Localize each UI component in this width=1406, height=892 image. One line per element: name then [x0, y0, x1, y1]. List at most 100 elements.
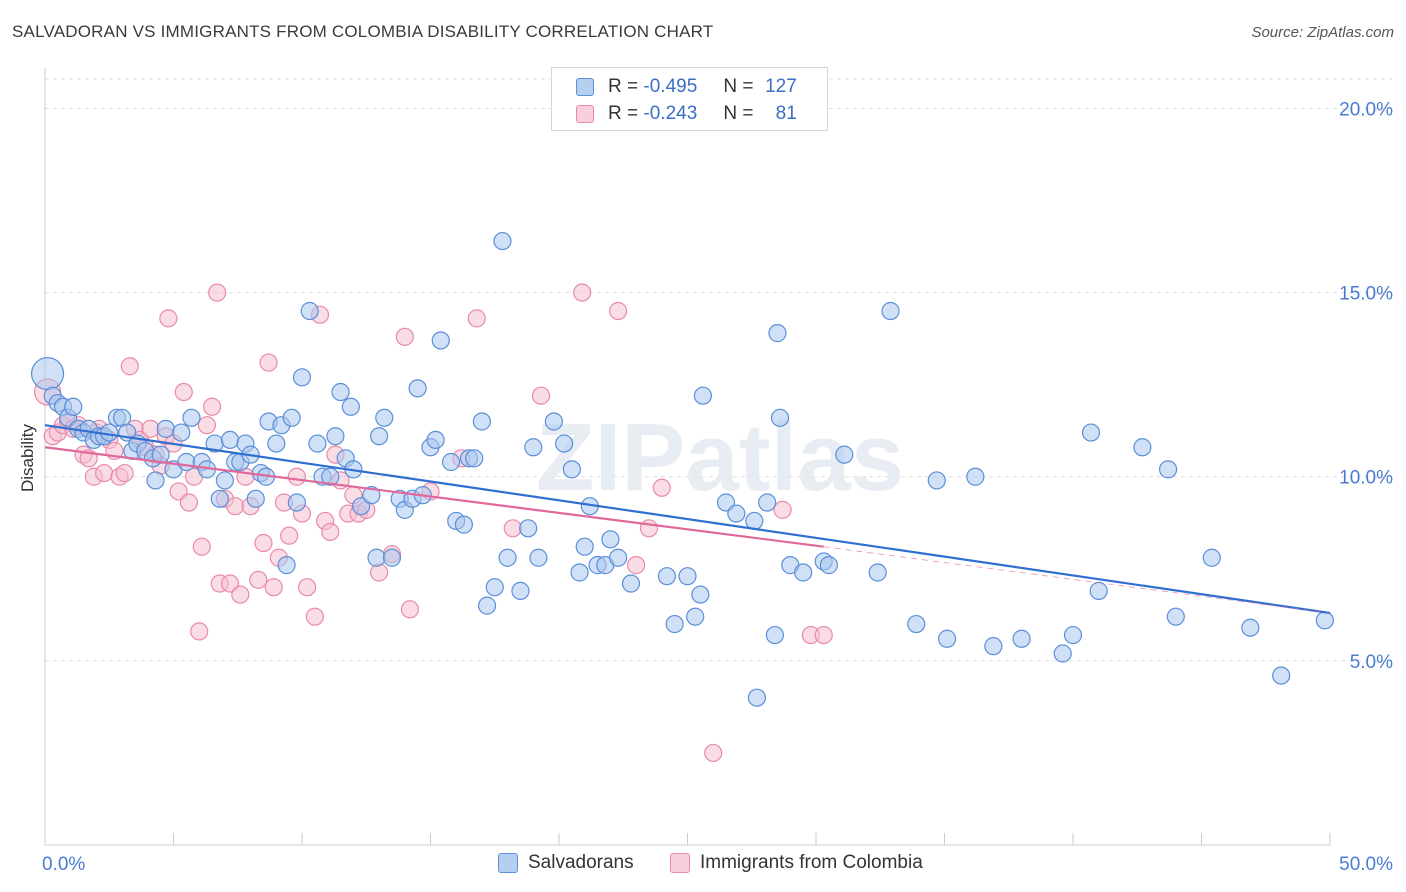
colombia-point — [814, 625, 833, 645]
salvadoran-point — [454, 515, 474, 534]
salvadoran-point — [544, 412, 563, 431]
salvadoran-point — [601, 530, 620, 549]
salvadoran-point — [30, 357, 65, 391]
r-value: -0.243 — [643, 103, 698, 124]
axes — [44, 68, 1331, 846]
salvadoran-point — [555, 434, 574, 453]
salvadoran-point — [794, 563, 813, 582]
salvadoran-point — [984, 637, 1003, 656]
salvadoran-point — [765, 625, 784, 645]
salvadoran-point — [835, 445, 854, 464]
n-label: N = — [723, 103, 754, 124]
salvadoran-point — [215, 471, 234, 490]
salvadoran-point — [691, 585, 710, 604]
salvadoran-point — [570, 563, 589, 582]
chart-title: SALVADORAN VS IMMIGRANTS FROM COLOMBIA D… — [12, 22, 714, 41]
colombia-point — [231, 585, 250, 604]
y-tick-label: 5.0% — [1350, 652, 1393, 673]
salvadoran-point — [326, 427, 345, 446]
colombia-point — [197, 416, 217, 435]
colombia-point — [179, 493, 199, 512]
salvadoran-point — [308, 434, 327, 453]
salvadoran-point — [472, 412, 491, 431]
salvadoran-point — [182, 408, 201, 427]
colombia-point — [141, 419, 160, 438]
colombia-point — [503, 519, 522, 538]
colombia-point — [652, 478, 671, 497]
salvadoran-point — [524, 438, 543, 457]
salvadoran-point — [493, 231, 512, 251]
r-label: R = — [608, 76, 639, 97]
colombia-point — [704, 743, 723, 763]
salvadoran-point — [172, 423, 191, 442]
salvadoran-point — [747, 688, 766, 707]
salvadoran-point — [693, 386, 713, 405]
colombia-trend-line — [44, 446, 824, 548]
salvadoran-point — [375, 408, 394, 427]
salvadoran-point — [1133, 438, 1152, 457]
colombia-point — [174, 382, 193, 402]
salvadoran-trend-line — [44, 424, 1331, 615]
colombia-point — [467, 309, 486, 328]
bottom-legend-salvadorans: Salvadorans — [498, 852, 634, 874]
blue-swatch — [498, 853, 518, 873]
salvadoran-point — [1089, 581, 1108, 600]
salvadoran-point — [282, 408, 301, 427]
salvadoran-point — [64, 397, 83, 416]
salvadoran-point — [426, 430, 445, 450]
salvadoran-point — [868, 563, 887, 582]
colombia-point — [190, 622, 209, 641]
gridlines — [45, 78, 1392, 662]
salvadoran-point — [621, 574, 641, 593]
salvadoran-point — [727, 504, 746, 523]
correlation-legend: R = -0.495 N = 127 R = -0.243 N = 81 — [551, 67, 828, 131]
bottom-legend-colombia: Immigrants from Colombia — [670, 852, 923, 874]
salvadoran-point — [267, 434, 286, 453]
salvadoran-point — [292, 368, 312, 387]
salvadoran-point — [907, 614, 926, 634]
salvadoran-point — [370, 427, 389, 446]
y-tick-labels: 5.0% 10.0% 15.0% 20.0% — [1339, 99, 1393, 672]
salvadoran-point — [498, 548, 517, 567]
salvadoran-point — [665, 614, 684, 634]
salvadoran-point — [686, 607, 705, 626]
colombia-point — [95, 463, 114, 483]
salvadoran-point — [362, 486, 381, 505]
colombia-point — [609, 301, 628, 321]
colombia-point — [531, 386, 551, 405]
salvadoran-point — [609, 548, 628, 567]
salvadoran-point — [367, 548, 386, 567]
r-label: R = — [608, 103, 639, 124]
x-tick-label: 0.0% — [42, 854, 85, 875]
colombia-point — [305, 607, 324, 626]
salvadoran-point — [287, 493, 306, 512]
source-label: Source: ZipAtlas.com — [1251, 24, 1394, 41]
salvadoran-point — [177, 452, 196, 472]
colombia-point — [400, 600, 420, 619]
y-tick-label: 15.0% — [1339, 284, 1393, 305]
colombia-point — [287, 467, 306, 486]
colombia-point — [264, 578, 283, 597]
n-value: 81 — [775, 103, 797, 124]
salvadoran-point — [1202, 548, 1221, 567]
salvadoran-point — [937, 629, 957, 648]
salvadoran-point — [146, 471, 165, 490]
n-value: 127 — [765, 76, 797, 97]
colombia-point — [202, 397, 222, 416]
colombia-point — [370, 563, 389, 582]
salvadoran-point — [511, 581, 530, 600]
salvadoran-point — [210, 489, 229, 508]
salvadoran-point — [485, 578, 504, 597]
salvadoran-point — [246, 489, 265, 508]
salvadoran-point — [519, 519, 538, 538]
salvadoran-point — [156, 419, 175, 438]
salvadoran-point — [575, 537, 594, 556]
colombia-point — [573, 283, 592, 302]
y-tick-label: 10.0% — [1339, 468, 1393, 489]
salvadoran-point — [1012, 629, 1031, 648]
salvadoran-point — [1272, 666, 1291, 685]
salvadoran-point — [331, 382, 350, 402]
salvadoran-point — [881, 301, 900, 321]
salvadoran-point — [1158, 460, 1178, 479]
